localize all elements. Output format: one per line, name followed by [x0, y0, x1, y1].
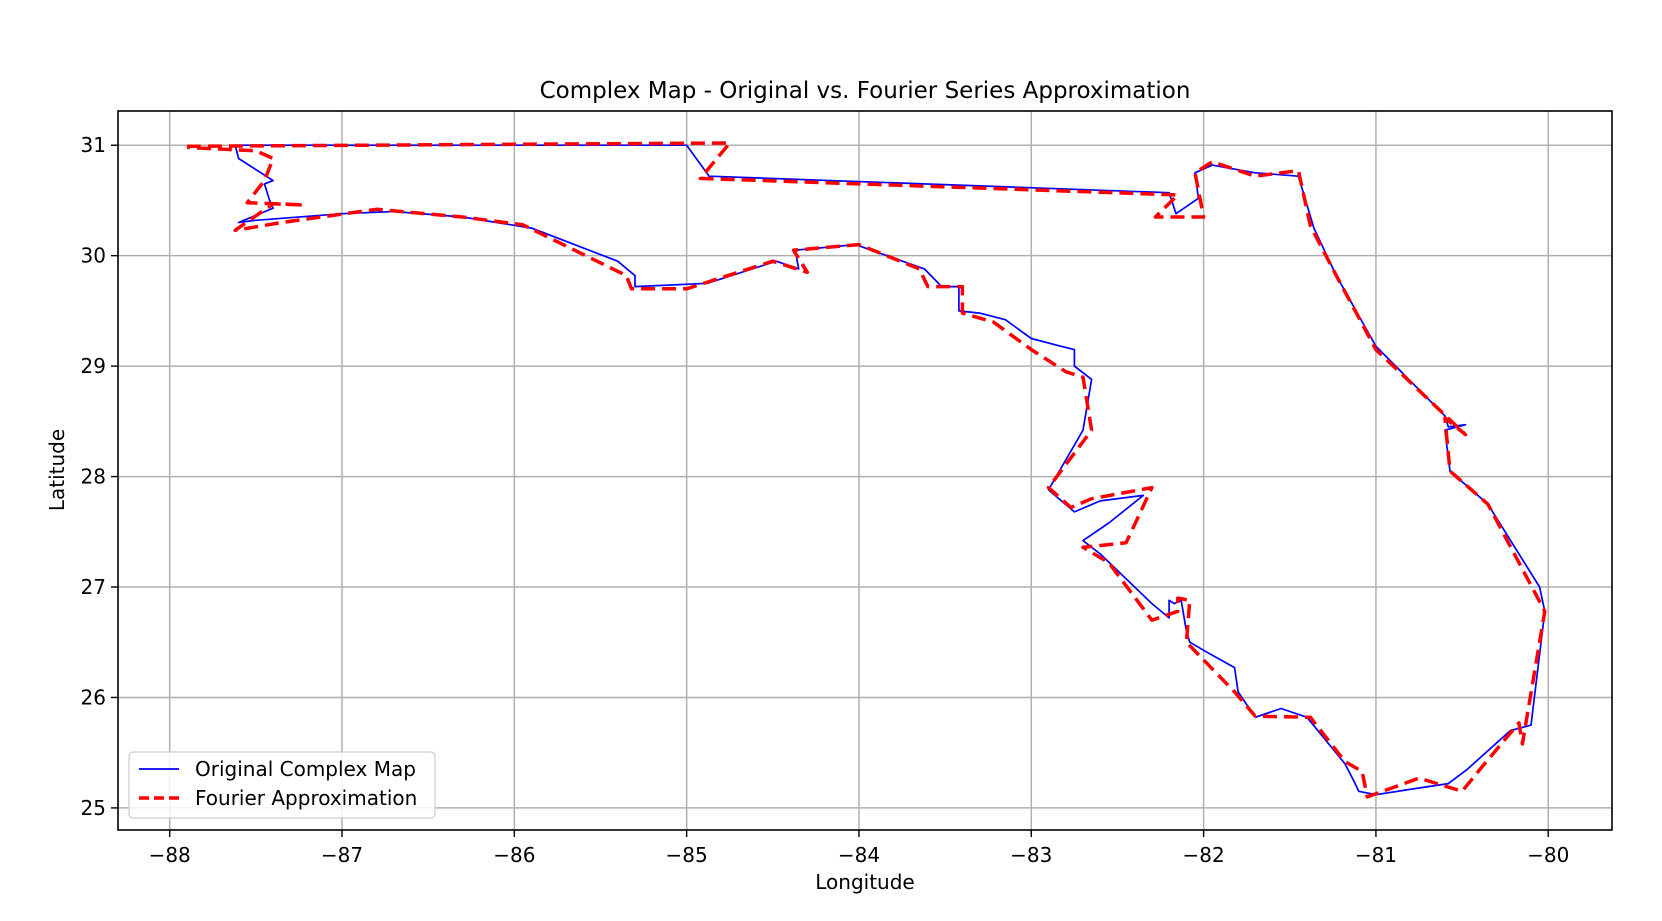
x-tick-label: −81 — [1355, 843, 1397, 867]
x-tick-label: −85 — [666, 843, 708, 867]
x-tick-label: −86 — [493, 843, 535, 867]
y-tick-label: 27 — [81, 575, 106, 599]
x-tick-label: −82 — [1182, 843, 1224, 867]
legend: Original Complex Map Fourier Approximati… — [128, 751, 436, 819]
x-tick-label: −83 — [1010, 843, 1052, 867]
x-tick-label: −87 — [321, 843, 363, 867]
y-tick-label: 30 — [81, 244, 106, 268]
x-tick-label: −80 — [1527, 843, 1569, 867]
legend-label-original: Original Complex Map — [195, 757, 416, 781]
y-tick-label: 26 — [81, 685, 106, 709]
y-tick-label: 25 — [81, 796, 106, 820]
axes-frame — [117, 110, 1613, 831]
y-tick-label: 28 — [81, 465, 106, 489]
legend-box — [128, 751, 436, 819]
x-tick-label: −88 — [149, 843, 191, 867]
plot-area — [186, 141, 1547, 799]
legend-label-fourier: Fourier Approximation — [195, 786, 417, 810]
x-tick-label: −84 — [838, 843, 880, 867]
chart-title: Complex Map - Original vs. Fourier Serie… — [540, 78, 1191, 104]
ticks: −88 −87 −86 −85 −84 −83 −82 −81 −80 25 26 27 28 29 30 3… — [81, 133, 1570, 867]
series-line-fourier — [186, 141, 1547, 799]
grid — [118, 111, 1612, 830]
y-tick-label: 29 — [81, 354, 106, 378]
x-axis-label: Longitude — [815, 870, 914, 894]
y-tick-label: 31 — [81, 133, 106, 157]
y-axis-label: Latitude — [45, 429, 69, 511]
